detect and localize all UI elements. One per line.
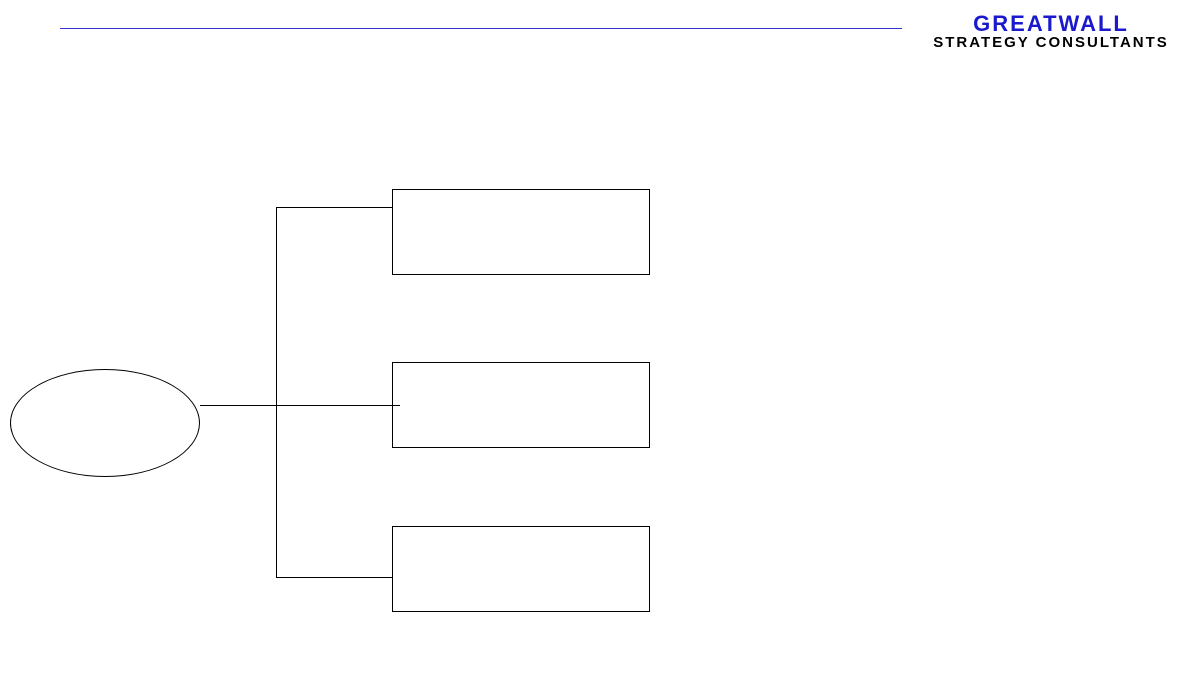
brand-logo: GREATWALL STRATEGY CONSULTANTS: [906, 13, 1196, 50]
root-ellipse: [10, 369, 200, 477]
child-box-2: [392, 362, 650, 448]
brand-logo-main: GREATWALL: [906, 13, 1196, 35]
connector-trunk: [200, 405, 400, 406]
header-rule: [60, 28, 902, 29]
connector-spine: [276, 207, 277, 577]
child-box-3: [392, 526, 650, 612]
connector-branch-bottom: [276, 577, 392, 578]
brand-logo-sub: STRATEGY CONSULTANTS: [906, 35, 1196, 50]
child-box-1: [392, 189, 650, 275]
connector-branch-top: [276, 207, 392, 208]
